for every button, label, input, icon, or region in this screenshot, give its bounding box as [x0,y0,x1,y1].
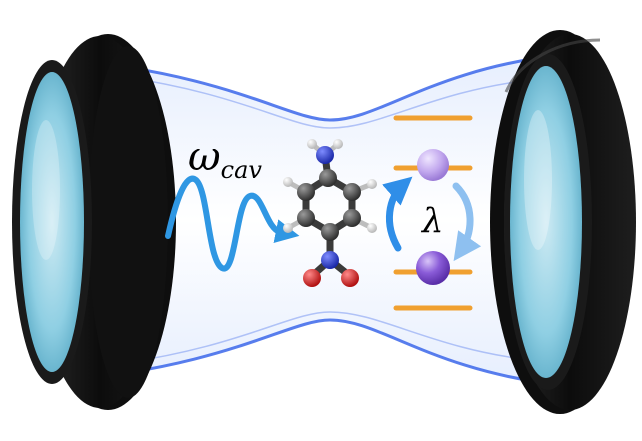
atom-nitrogen [316,146,334,164]
atom-carbon [343,209,361,227]
coupling-strength-label: λ [420,201,444,241]
atom-hydrogen [283,223,293,233]
excitation-arrow [382,176,413,252]
atom-carbon [343,183,361,201]
ground-state-ball [416,251,450,285]
atom-oxygen [341,269,359,287]
atom-carbon [297,183,315,201]
relaxation-arrow [452,182,482,262]
photon-wave-icon [165,175,300,272]
left-mirror [12,34,176,410]
photon-wave [165,175,300,272]
atom-hydrogen [367,223,377,233]
atom-nitrogen [321,251,339,269]
atom-carbon [321,223,339,241]
cavity-mirror-icon [504,54,592,390]
cavity-frequency-label: ωcav [188,134,262,184]
excited-state-ball [417,149,449,181]
molecule-icon [283,139,377,287]
atom-hydrogen [367,179,377,189]
omega-symbol: ω [188,134,221,180]
molecule-atoms [283,139,377,287]
right-mirror [490,30,636,414]
atom-hydrogen [307,139,317,149]
atom-oxygen [303,269,321,287]
atom-hydrogen [283,177,293,187]
atom-carbon [297,209,315,227]
cavity-mirror-icon [12,60,92,384]
atom-hydrogen [333,139,343,149]
energy-levels-icon [382,115,482,311]
atom-carbon [319,169,337,187]
omega-subscript: cav [221,156,263,184]
